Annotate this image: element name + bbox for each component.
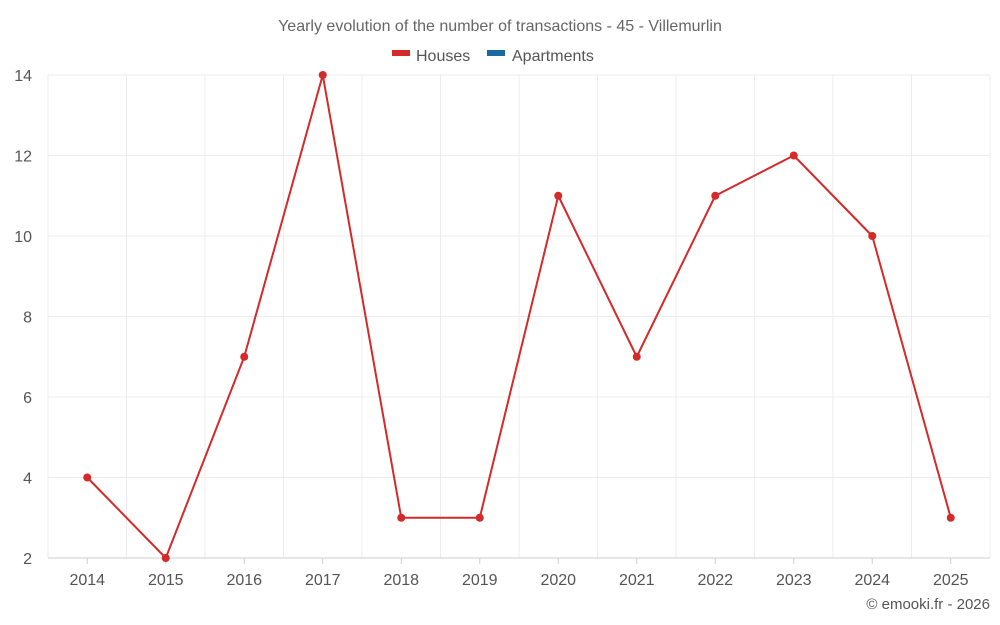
x-tick-label: 2017 <box>305 572 341 589</box>
credit-text: © emooki.fr - 2026 <box>866 596 990 613</box>
data-point-houses[interactable] <box>554 191 563 200</box>
data-point-houses[interactable] <box>475 513 484 522</box>
data-point-houses[interactable] <box>397 513 406 522</box>
x-tick-label: 2018 <box>383 572 419 589</box>
grid <box>47 74 991 559</box>
x-tick-label: 2022 <box>697 572 733 589</box>
data-point-houses[interactable] <box>161 554 170 562</box>
data-point-houses[interactable] <box>868 232 877 240</box>
data-point-houses[interactable] <box>318 71 327 79</box>
y-tick-label: 12 <box>14 149 32 166</box>
y-axis-ticks: 2 4 6 8 10 12 14 <box>14 68 32 568</box>
series-line-houses <box>86 74 952 559</box>
y-tick-label: 10 <box>14 229 32 246</box>
legend-label-houses[interactable]: Houses <box>416 48 470 65</box>
x-tick-label: 2021 <box>619 572 655 589</box>
legend-swatch-apartments <box>487 50 505 56</box>
x-tick-label: 2023 <box>776 572 812 589</box>
x-tick-label: 2019 <box>462 572 498 589</box>
data-point-houses[interactable] <box>946 513 955 522</box>
legend-label-apartments[interactable]: Apartments <box>512 48 594 65</box>
data-point-houses[interactable] <box>83 473 92 482</box>
y-tick-label: 2 <box>23 551 32 568</box>
x-tick-label: 2024 <box>854 572 890 589</box>
y-tick-label: 6 <box>23 390 32 407</box>
chart-title: Yearly evolution of the number of transa… <box>278 18 722 35</box>
x-axis-ticks: 2014 2015 2016 2017 2018 2019 2020 2021 2022 2023… <box>69 558 969 589</box>
x-tick-label: 2015 <box>148 572 184 589</box>
y-tick-label: 8 <box>23 310 32 327</box>
x-tick-label: 2020 <box>540 572 576 589</box>
legend: Houses Apartments <box>392 48 594 65</box>
data-point-houses[interactable] <box>711 191 720 200</box>
y-tick-label: 4 <box>23 471 32 488</box>
x-tick-label: 2025 <box>933 572 969 589</box>
series-houses <box>83 71 955 562</box>
x-tick-label: 2014 <box>69 572 105 589</box>
data-point-houses[interactable] <box>789 151 798 160</box>
y-tick-label: 14 <box>14 68 32 85</box>
x-tick-label: 2016 <box>226 572 262 589</box>
data-point-houses[interactable] <box>240 352 249 361</box>
data-point-houses[interactable] <box>632 352 641 361</box>
legend-swatch-houses <box>392 50 410 56</box>
